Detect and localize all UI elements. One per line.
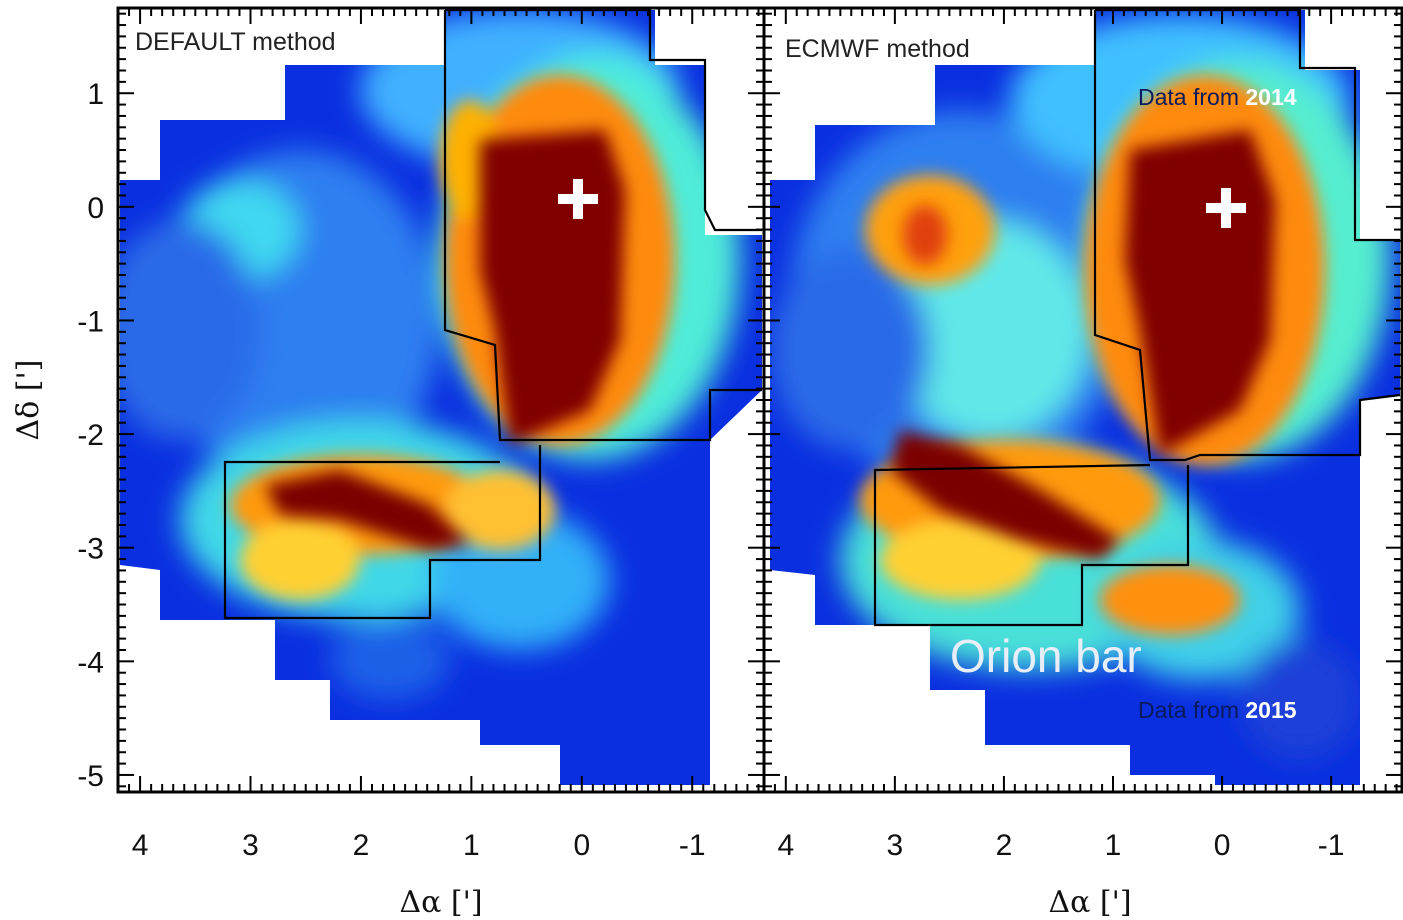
- x-tick-label-right-3: 1: [1105, 829, 1122, 862]
- x-tick-label-right-0: 4: [777, 829, 794, 862]
- y-tick-label-2: -1: [77, 305, 104, 338]
- x-axis-title-right: Δα [']: [1048, 885, 1131, 920]
- heatmap-left: [120, 10, 762, 785]
- y-tick-label-0: 1: [87, 78, 104, 111]
- x-tick-label-left-4: 0: [573, 829, 590, 862]
- region-outline-left: [443, 8, 762, 442]
- y-tick-label-6: -5: [77, 760, 104, 793]
- x-tick-label-left-1: 3: [242, 829, 259, 862]
- annotation-2015: Data from 2015: [1138, 697, 1297, 723]
- y-tick-label-3: -2: [77, 419, 104, 452]
- annotation-2014: Data from 2014: [1138, 84, 1297, 110]
- plus-marker-right: [1206, 188, 1246, 228]
- x-tick-label-right-4: 0: [1214, 829, 1231, 862]
- x-tick-label-right-1: 3: [887, 829, 904, 862]
- x-tick-label-left-5: -1: [679, 829, 706, 862]
- annotation-orion-bar: Orion bar: [950, 630, 1142, 682]
- x-tick-label-left-3: 1: [463, 829, 480, 862]
- plus-marker-left: [558, 179, 598, 219]
- y-tick-label-5: -4: [77, 646, 104, 679]
- region-outline-left-bar: [223, 445, 542, 620]
- axes: 4 3 2 1 0 -1 1 0 -1 -2 -3 -4 -5 4 3 2 1 0 -1: [77, 6, 1403, 862]
- panel-label-right: ECMWF method: [785, 35, 970, 63]
- y-axis-title: Δδ [']: [11, 360, 46, 441]
- x-tick-label-right-5: -1: [1318, 829, 1345, 862]
- x-tick-label-left-0: 4: [132, 829, 149, 862]
- y-tick-label-1: 0: [87, 192, 104, 225]
- y-tick-label-4: -3: [77, 533, 104, 566]
- region-outline-right-bar: [873, 463, 1190, 627]
- x-tick-label-right-2: 2: [996, 829, 1013, 862]
- x-axis-title-left: Δα [']: [399, 885, 482, 920]
- x-tick-label-left-2: 2: [353, 829, 370, 862]
- panel-label-left: DEFAULT method: [135, 28, 336, 56]
